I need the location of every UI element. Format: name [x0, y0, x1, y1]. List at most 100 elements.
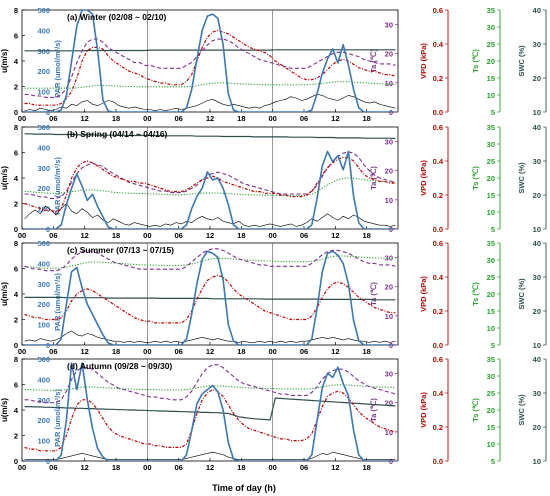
ta-tick-label: 10: [385, 79, 393, 88]
ta-axis-label: Ta (℃): [369, 166, 378, 190]
vpd-tick-label: 0.6: [433, 239, 443, 248]
panel-title: (c) Summer (07/13 ~ 07/15): [67, 245, 174, 255]
x-tick-label: 12: [331, 347, 339, 356]
ta-axis-label: Ta (℃): [369, 398, 378, 422]
ta-tick-label: 20: [385, 399, 393, 408]
ts-tick-label: 30: [487, 140, 495, 149]
ts-tick-label: 30: [487, 23, 495, 32]
swc-tick-label: 40: [533, 123, 541, 132]
ta-axis-label: Ta (℃): [369, 282, 378, 306]
ts-tick-label: 35: [487, 355, 495, 364]
ta-tick-label: 20: [385, 50, 393, 59]
u-tick-label: 4: [14, 174, 19, 183]
par-axis-label: PAR (umol/m²/s): [53, 40, 62, 98]
panel-1: 00 06 12 18 00 06 12 18 00 06 12 1802468u(m/s)01002…: [0, 6, 547, 123]
x-tick-label: 18: [237, 347, 245, 356]
u-tick-label: 0: [14, 341, 18, 350]
swc-tick-label: 10: [533, 341, 541, 350]
par-tick-label: 300: [37, 396, 50, 405]
par-tick-label: 100: [37, 321, 50, 330]
ts-tick-label: 30: [487, 256, 495, 265]
par-tick-label: 200: [37, 416, 50, 425]
u-tick-label: 2: [14, 83, 18, 92]
u-tick-label: 6: [14, 381, 18, 390]
vpd-series-line: [24, 389, 396, 452]
swc-tick-label: 10: [533, 225, 541, 234]
ts-tick-label: 15: [487, 423, 495, 432]
swc-series-line: [24, 133, 396, 140]
u-tick-label: 8: [14, 355, 18, 364]
ta-tick-label: 20: [385, 167, 393, 176]
x-tick-label: 12: [80, 347, 88, 356]
x-tick-label: 12: [331, 231, 339, 240]
vpd-tick-label: 0.0: [433, 341, 443, 350]
par-tick-label: 0: [46, 457, 50, 466]
swc-axis-label: SWC (%): [517, 45, 526, 77]
x-tick-label: 18: [237, 114, 245, 123]
u-tick-label: 2: [14, 432, 18, 441]
ta-tick-label: 30: [385, 254, 393, 263]
par-tick-label: 200: [37, 184, 50, 193]
x-tick-label: 12: [331, 114, 339, 123]
x-tick-label: 06: [49, 463, 57, 472]
x-tick-label: 06: [174, 463, 182, 472]
swc-tick-label: 20: [533, 74, 541, 83]
x-tick-label: 00: [143, 231, 151, 240]
ts-series-line: [24, 384, 396, 391]
ta-tick-label: 0: [389, 225, 393, 234]
par-tick-label: 100: [37, 88, 50, 97]
par-tick-label: 300: [37, 280, 50, 289]
par-series-line: [24, 362, 396, 461]
par-tick-label: 400: [37, 259, 50, 268]
vpd-tick-label: 0.2: [433, 423, 443, 432]
x-tick-label: 18: [112, 231, 120, 240]
ta-tick-label: 30: [385, 138, 393, 147]
x-tick-label: 06: [300, 347, 308, 356]
ts-tick-label: 10: [487, 91, 495, 100]
ts-axis-label: Ts (℃): [471, 166, 480, 190]
u-tick-label: 2: [14, 200, 18, 209]
par-tick-label: 500: [37, 6, 50, 15]
vpd-tick-label: 0.0: [433, 225, 443, 234]
u-tick-label: 8: [14, 6, 18, 15]
x-tick-label: 00: [143, 114, 151, 123]
ta-tick-label: 0: [389, 341, 393, 350]
ta-tick-label: 0: [389, 108, 393, 117]
x-tick-label: 06: [174, 347, 182, 356]
ts-tick-label: 20: [487, 57, 495, 66]
ta-tick-label: 0: [389, 457, 393, 466]
vpd-tick-label: 0.2: [433, 307, 443, 316]
x-tick-label: 00: [268, 114, 276, 123]
x-tick-label: 12: [206, 114, 214, 123]
u-axis-label: u(m/s): [0, 398, 9, 422]
par-tick-label: 0: [46, 341, 50, 350]
ts-series-line: [24, 177, 396, 197]
u-tick-label: 6: [14, 265, 18, 274]
par-tick-label: 500: [37, 355, 50, 364]
u-tick-label: 0: [14, 108, 18, 117]
x-tick-label: 06: [49, 347, 57, 356]
swc-tick-label: 30: [533, 40, 541, 49]
x-tick-label: 06: [49, 114, 57, 123]
x-tick-label: 00: [268, 463, 276, 472]
panel-3: 00 06 12 18 00 06 12 18 00 06 12 1802468u(m/s)01002…: [0, 239, 547, 356]
par-series-line: [24, 250, 396, 345]
ta-tick-label: 10: [385, 196, 393, 205]
ta-tick-label: 30: [385, 370, 393, 379]
vpd-axis-label: VPD (kPa): [419, 160, 428, 196]
ts-tick-label: 10: [487, 324, 495, 333]
par-tick-label: 300: [37, 164, 50, 173]
x-tick-label: 00: [143, 347, 151, 356]
swc-tick-label: 30: [533, 389, 541, 398]
u-axis-label: u(m/s): [0, 282, 9, 306]
u-series-line: [24, 451, 396, 461]
ts-axis-label: Ts (℃): [471, 398, 480, 422]
vpd-tick-label: 0.0: [433, 108, 443, 117]
ta-tick-label: 10: [385, 428, 393, 437]
ts-tick-label: 5: [491, 457, 495, 466]
u-tick-label: 0: [14, 225, 18, 234]
vpd-series-line: [24, 274, 396, 324]
swc-axis-label: SWC (%): [517, 394, 526, 426]
x-tick-label: 06: [300, 463, 308, 472]
par-tick-label: 400: [37, 143, 50, 152]
